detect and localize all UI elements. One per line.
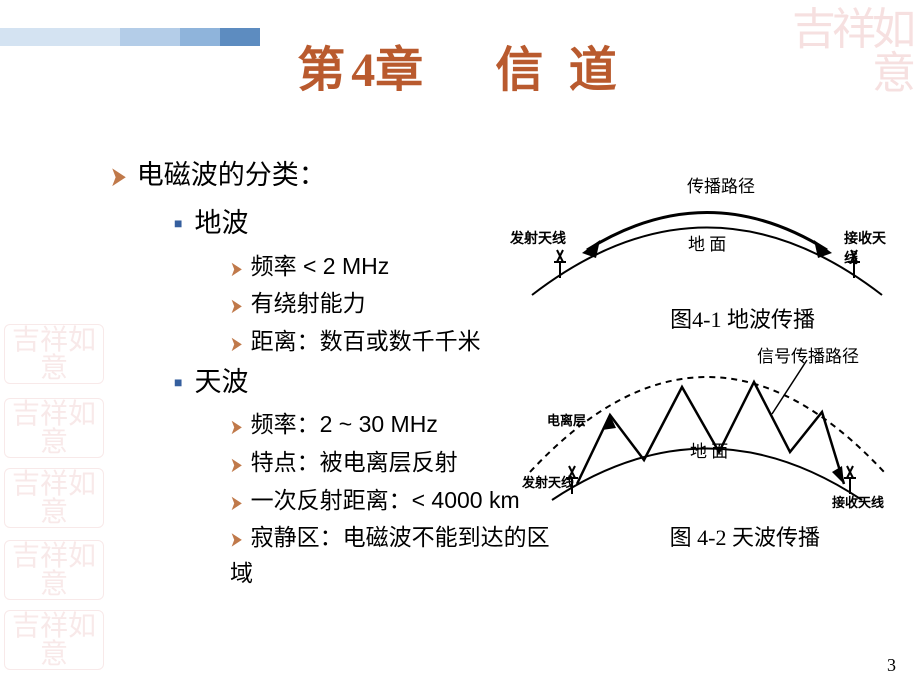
outline-sub2-item: ➤特点：被电离层反射 (230, 445, 570, 481)
fig1-path-label: 传播路径 (687, 172, 755, 197)
fig1-tx-label: 发射天线 (510, 228, 566, 248)
outline-sub2-item: ➤一次反射距离：< 4000 km (230, 483, 570, 519)
fig2-ground-label: 地 面 (690, 437, 728, 462)
outline-sub1-item: ➤距离：数百或数千千米 (230, 324, 570, 360)
figures: 传播路径 地 面 发射天线 接收天线 信号传播路径 电离层 地 面 发射天线 接… (522, 180, 892, 532)
outline-sub2-item: ➤频率：2 ~ 30 MHz (230, 407, 570, 443)
outline-sub2: ■天波 (174, 362, 570, 404)
fig2-tx-label: 发射天线 (522, 472, 574, 491)
seal-left: 吉祥如意 (4, 540, 104, 600)
fig1-rx-label: 接收天线 (844, 228, 892, 268)
fig2-rx-label: 接收天线 (832, 492, 884, 511)
outline-heading: ➤电磁波的分类： (110, 155, 570, 197)
figure-4-2: 信号传播路径 电离层 地 面 发射天线 接收天线 (522, 352, 892, 532)
fig1-ground-label: 地 面 (688, 230, 726, 255)
fig2-signal-label: 信号传播路径 (757, 342, 859, 367)
seal-left: 吉祥如意 (4, 324, 104, 384)
seal-left: 吉祥如意 (4, 610, 104, 670)
outline: ➤电磁波的分类： ■地波 ➤频率 < 2 MHz ➤有绕射能力 ➤距离：数百或数… (110, 155, 570, 594)
outline-sub1-item: ➤频率 < 2 MHz (230, 249, 570, 285)
seal-left: 吉祥如意 (4, 468, 104, 528)
page-number: 3 (887, 655, 896, 676)
figure-4-2-caption: 图 4-2 天波传播 (670, 520, 820, 552)
seal-left: 吉祥如意 (4, 398, 104, 458)
outline-sub1-item: ➤有绕射能力 (230, 286, 570, 322)
fig2-ionosphere-label: 电离层 (547, 410, 586, 429)
figure-4-1-caption: 图4-1 地波传播 (670, 302, 815, 334)
page-title: 第4章 信 道 (0, 30, 920, 100)
outline-sub2-item: ➤寂静区：电磁波不能到达的区域 (230, 520, 570, 591)
